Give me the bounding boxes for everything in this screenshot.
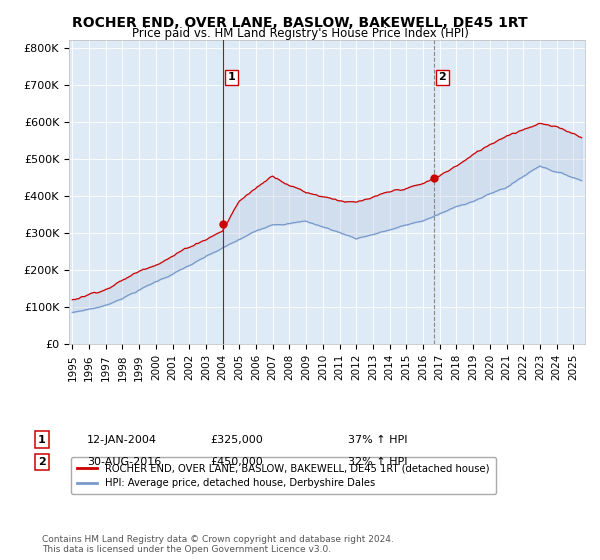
Text: 30-AUG-2016: 30-AUG-2016 (87, 457, 161, 467)
Text: 37% ↑ HPI: 37% ↑ HPI (348, 435, 407, 445)
Text: 2: 2 (439, 72, 446, 82)
Text: £325,000: £325,000 (210, 435, 263, 445)
Legend: ROCHER END, OVER LANE, BASLOW, BAKEWELL, DE45 1RT (detached house), HPI: Average: ROCHER END, OVER LANE, BASLOW, BAKEWELL,… (71, 458, 496, 494)
Text: 32% ↑ HPI: 32% ↑ HPI (348, 457, 407, 467)
Text: 12-JAN-2004: 12-JAN-2004 (87, 435, 157, 445)
Text: Price paid vs. HM Land Registry's House Price Index (HPI): Price paid vs. HM Land Registry's House … (131, 27, 469, 40)
Text: 2: 2 (38, 457, 46, 467)
Text: 1: 1 (227, 72, 235, 82)
Text: £450,000: £450,000 (210, 457, 263, 467)
Text: ROCHER END, OVER LANE, BASLOW, BAKEWELL, DE45 1RT: ROCHER END, OVER LANE, BASLOW, BAKEWELL,… (72, 16, 528, 30)
Text: 1: 1 (38, 435, 46, 445)
Text: Contains HM Land Registry data © Crown copyright and database right 2024.
This d: Contains HM Land Registry data © Crown c… (42, 535, 394, 554)
